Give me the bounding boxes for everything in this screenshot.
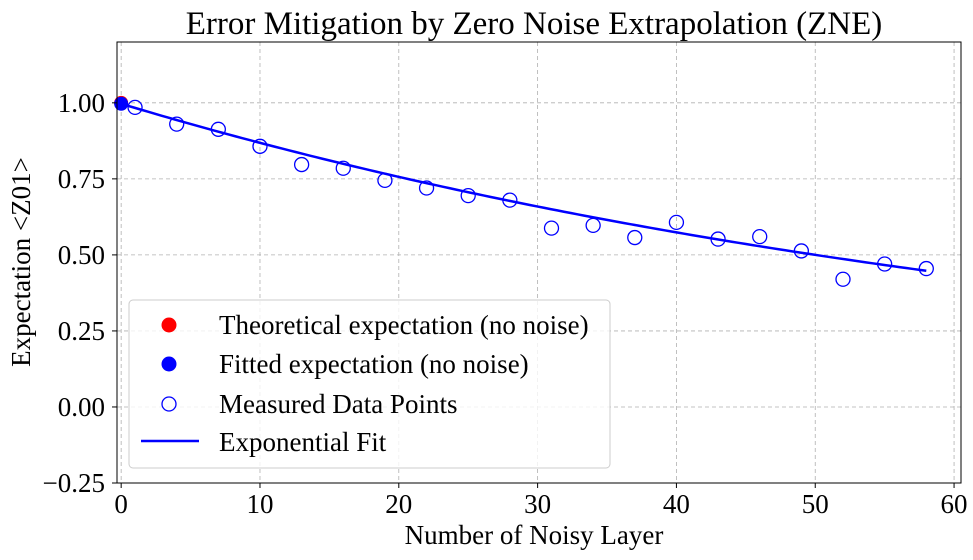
- plot-frame: [116, 41, 962, 484]
- measured-data-point: [668, 214, 685, 231]
- x-tick-label: 60: [941, 489, 968, 519]
- legend-label-fitted: Fitted expectation (no noise): [219, 349, 529, 379]
- measured-data-point: [335, 160, 351, 176]
- measured-data-point: [460, 187, 476, 204]
- measured-data-point: [210, 121, 226, 137]
- measured-data-point: [793, 243, 810, 259]
- x-tick-label: 40: [663, 489, 690, 519]
- x-tick-label: 0: [114, 489, 128, 519]
- legend-marker-theoretical: [161, 317, 177, 333]
- x-tick-label: 10: [246, 489, 273, 519]
- axis-ticks: 0 10 20 30 40 50 60 −0.25 0.00 0.25 0.50 0.75 1.00: [43, 88, 968, 519]
- x-axis-label: Number of Noisy Layer: [405, 520, 664, 550]
- measured-data-point: [752, 228, 768, 245]
- measured-data-point: [710, 231, 726, 247]
- y-tick-label: 0.50: [58, 240, 105, 270]
- measured-data-point: [127, 99, 143, 116]
- measured-data-point: [502, 192, 518, 208]
- y-tick-label: −0.25: [43, 468, 105, 498]
- x-tick-label: 50: [802, 489, 829, 519]
- measured-data-point: [418, 180, 435, 196]
- measured-data-point: [877, 256, 893, 272]
- y-tick-label: 1.00: [58, 88, 105, 118]
- measured-data-point: [627, 229, 643, 246]
- legend-marker-fitted: [161, 356, 177, 372]
- measured-data-point: [918, 260, 934, 277]
- chart-title: Error Mitigation by Zero Noise Extrapola…: [186, 6, 882, 42]
- legend-box: [128, 299, 611, 469]
- measured-data-point: [252, 138, 268, 154]
- legend-label-measured: Measured Data Points: [219, 389, 457, 419]
- x-tick-label: 20: [385, 489, 412, 519]
- measured-data-point: [585, 217, 601, 234]
- legend-marker-measured: [161, 396, 177, 412]
- legend-label-fit: Exponential Fit: [219, 427, 387, 457]
- measured-data-point: [377, 172, 393, 189]
- y-tick-label: 0.75: [58, 164, 105, 194]
- legend: Theoretical expectation (no noise) Fitte…: [128, 299, 611, 469]
- y-axis-label: Expectation <Z01>: [6, 157, 36, 367]
- x-tick-label: 30: [524, 489, 551, 519]
- measured-data-point: [293, 156, 310, 173]
- y-tick-label: 0.00: [58, 392, 105, 422]
- legend-label-theoretical: Theoretical expectation (no noise): [219, 310, 589, 340]
- y-tick-label: 0.25: [58, 316, 105, 346]
- plot-area: [114, 95, 934, 287]
- fitted-expectation-point: [114, 96, 129, 111]
- measured-data-point: [543, 220, 560, 236]
- measured-data-point: [169, 116, 185, 132]
- measured-data-point: [835, 271, 851, 287]
